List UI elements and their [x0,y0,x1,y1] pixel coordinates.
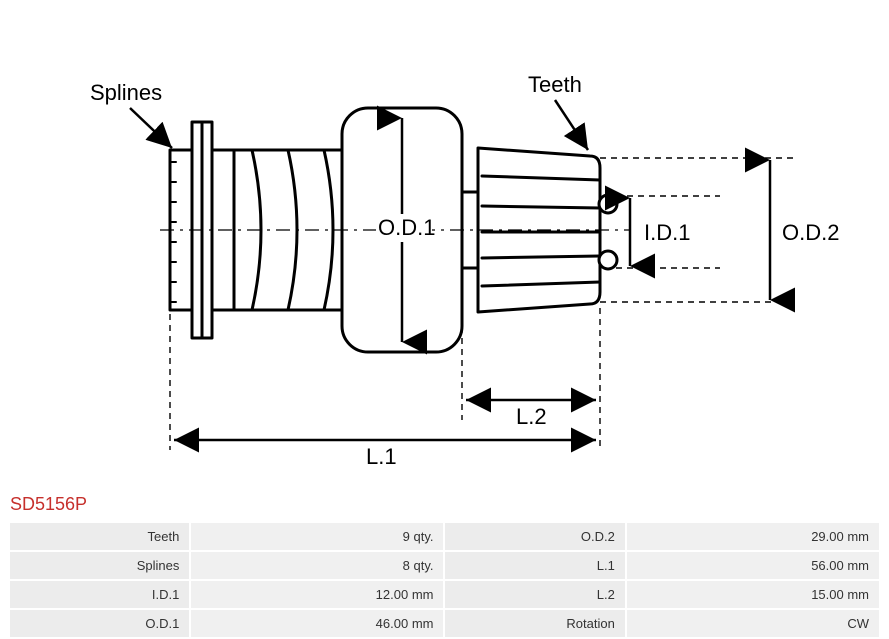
label-od2: O.D.2 [782,220,839,245]
spec-label: L.2 [445,581,624,608]
technical-diagram: Splines Teeth O.D.1 I.D.1 O.D.2 L.2 [0,0,889,490]
table-row: O.D.146.00 mmRotationCW [10,610,879,637]
label-od1: O.D.1 [378,215,435,240]
label-id1: I.D.1 [644,220,690,245]
specs-table: Teeth9 qty.O.D.229.00 mmSplines8 qty.L.1… [8,521,881,639]
page-root: Splines Teeth O.D.1 I.D.1 O.D.2 L.2 [0,0,889,639]
spec-label: I.D.1 [10,581,189,608]
part-code: SD5156P [0,490,889,521]
spec-label: O.D.1 [10,610,189,637]
spec-value: 56.00 mm [627,552,879,579]
spec-label: Teeth [10,523,189,550]
spec-value: 12.00 mm [191,581,443,608]
label-l1: L.1 [366,444,397,469]
label-l2: L.2 [516,404,547,429]
label-teeth: Teeth [528,72,582,97]
table-row: Teeth9 qty.O.D.229.00 mm [10,523,879,550]
spec-value: 29.00 mm [627,523,879,550]
table-row: Splines8 qty.L.156.00 mm [10,552,879,579]
spec-value: 8 qty. [191,552,443,579]
spec-value: 15.00 mm [627,581,879,608]
spec-value: CW [627,610,879,637]
spec-label: Splines [10,552,189,579]
spec-value: 9 qty. [191,523,443,550]
spec-label: Rotation [445,610,624,637]
spec-value: 46.00 mm [191,610,443,637]
specs-tbody: Teeth9 qty.O.D.229.00 mmSplines8 qty.L.1… [10,523,879,637]
label-splines: Splines [90,80,162,105]
diagram-svg: Splines Teeth O.D.1 I.D.1 O.D.2 L.2 [0,0,889,490]
spec-label: O.D.2 [445,523,624,550]
spec-label: L.1 [445,552,624,579]
table-row: I.D.112.00 mmL.215.00 mm [10,581,879,608]
